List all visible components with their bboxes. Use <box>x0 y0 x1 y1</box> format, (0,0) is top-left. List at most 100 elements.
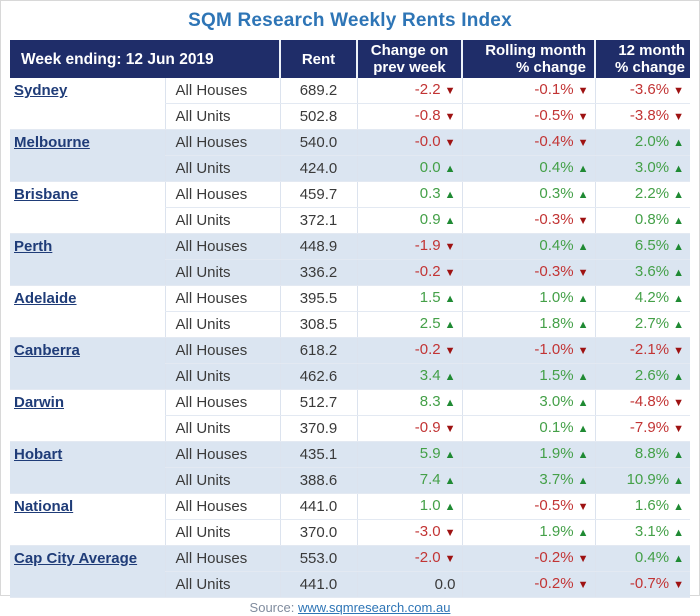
city-link[interactable]: Hobart <box>14 446 63 463</box>
value-text: 1.5 <box>419 289 441 306</box>
change-value-cell: 1.6% ▲ <box>594 493 690 520</box>
city-link[interactable]: National <box>14 498 74 515</box>
down-arrow-icon: ▼ <box>577 85 589 97</box>
value-text: 3.7% <box>539 471 574 488</box>
table-row: Brisbane All Houses 459.7 0.3 ▲ 0.3% ▲ 2.2% ▲ <box>10 181 690 234</box>
value-text: -1.0% <box>534 341 574 358</box>
change-value-cell: -0.4% ▼ <box>461 129 595 156</box>
value-text: -2.1% <box>629 341 670 358</box>
rent-cell: 308.5 <box>279 311 357 338</box>
up-arrow-icon: ▲ <box>577 397 589 409</box>
city-link[interactable]: Canberra <box>14 342 80 359</box>
header-change-prev-week: Change on prev week <box>356 40 462 78</box>
table-row: Canberra All Houses 618.2 -0.2 ▼ -1.0% ▼ -2.1% ▼ <box>10 337 690 390</box>
city-cell: Cap City Average <box>10 545 165 598</box>
city-link[interactable]: Sydney <box>14 82 68 99</box>
table-row: All Units 462.6 3.4 ▲ 1.5% ▲ 2.6% ▲ <box>10 363 690 390</box>
value-text: 0.4% <box>539 159 574 176</box>
value-text: 2.6% <box>634 367 670 384</box>
table-row: National All Houses 441.0 1.0 ▲ -0.5% ▼ 1.6% ▲ <box>10 493 690 546</box>
up-arrow-icon: ▲ <box>444 189 456 201</box>
rent-cell: 553.0 <box>279 545 357 572</box>
value-text: -2.0 <box>414 549 441 566</box>
change-value-cell: -2.1% ▼ <box>594 337 690 364</box>
cell-text: 512.7 <box>299 393 338 411</box>
rent-cell: 336.2 <box>279 259 357 286</box>
city-link[interactable]: Adelaide <box>14 290 77 307</box>
value-text: 2.0% <box>634 133 670 150</box>
city-link[interactable]: Perth <box>14 238 53 255</box>
city-link[interactable]: Melbourne <box>14 134 90 151</box>
change-value-cell: 0.8% ▲ <box>594 207 690 234</box>
up-arrow-icon: ▲ <box>673 241 684 253</box>
cell-text: All Houses <box>175 393 248 411</box>
source-label: Source: <box>249 600 295 615</box>
up-arrow-icon: ▲ <box>577 449 589 461</box>
rent-cell: 370.9 <box>279 415 357 442</box>
table-row: Cap City Average All Houses 553.0 -2.0 ▼ -0.2… <box>10 545 690 598</box>
value-text: 1.8% <box>539 315 574 332</box>
table-row: Melbourne All Houses 540.0 -0.0 ▼ -0.4% ▼ 2.0% ▲ <box>10 129 690 182</box>
value-text: -0.9 <box>414 419 441 436</box>
up-arrow-icon: ▲ <box>444 501 456 513</box>
city-link[interactable]: Darwin <box>14 394 65 411</box>
change-value-cell: -3.8% ▼ <box>594 103 690 130</box>
up-arrow-icon: ▲ <box>577 241 589 253</box>
report-title: SQM Research Weekly Rents Index <box>188 10 512 31</box>
change-value-cell: -1.0% ▼ <box>461 337 595 364</box>
rent-cell: 370.0 <box>279 519 357 546</box>
up-arrow-icon: ▲ <box>577 527 589 539</box>
change-value-cell: -3.6% ▼ <box>594 78 690 104</box>
dwelling-type-cell: All Units <box>164 259 280 286</box>
table-row: Adelaide All Houses 395.5 1.5 ▲ 1.0% ▲ 4.2% ▲ <box>10 285 690 338</box>
cell-text: 424.0 <box>299 159 338 177</box>
change-value-cell: 3.0% ▲ <box>594 155 690 182</box>
value-text: -0.2% <box>534 549 574 566</box>
value-text: 1.6% <box>634 497 670 514</box>
value-text: -7.9% <box>629 419 670 436</box>
change-value-cell: -0.2% ▼ <box>461 571 595 598</box>
table-row: All Units 441.0 0.0 -0.2% ▼ -0.7% ▼ <box>10 571 690 598</box>
dwelling-type-cell: All Units <box>164 311 280 338</box>
source-link[interactable]: www.sqmresearch.com.au <box>297 600 451 615</box>
cell-text: 395.5 <box>299 289 338 307</box>
dwelling-type-cell: All Units <box>164 207 280 234</box>
dwelling-type-cell: All Houses <box>164 441 280 468</box>
value-text: -0.2 <box>414 341 441 358</box>
city-link[interactable]: Brisbane <box>14 186 79 203</box>
cell-text: All Houses <box>175 497 248 515</box>
cell-text: 308.5 <box>299 315 338 333</box>
change-value-cell: 1.9% ▲ <box>461 441 595 468</box>
change-value-cell: 0.4% ▲ <box>461 233 595 260</box>
down-arrow-icon: ▼ <box>673 85 684 97</box>
cell-text: 540.0 <box>299 133 338 151</box>
city-link[interactable]: Cap City Average <box>14 550 138 567</box>
city-cell: National <box>10 493 165 546</box>
cell-text: All Houses <box>175 341 248 359</box>
cell-text: All Houses <box>175 289 248 307</box>
cell-text: All Units <box>175 471 231 489</box>
down-arrow-icon: ▼ <box>577 553 589 565</box>
value-text: 1.5% <box>539 367 574 384</box>
value-text: 0.3 <box>419 185 441 202</box>
table-row: All Units 336.2 -0.2 ▼ -0.3% ▼ 3.6% ▲ <box>10 259 690 286</box>
up-arrow-icon: ▲ <box>444 293 456 305</box>
up-arrow-icon: ▲ <box>577 293 589 305</box>
change-value-cell: 2.0% ▲ <box>594 129 690 156</box>
city-cell: Canberra <box>10 337 165 390</box>
value-text: 0.1% <box>539 419 574 436</box>
dwelling-type-cell: All Units <box>164 571 280 598</box>
down-arrow-icon: ▼ <box>444 553 456 565</box>
change-value-cell: -0.2 ▼ <box>356 337 462 364</box>
value-text: 2.5 <box>419 315 441 332</box>
value-text: 0.4% <box>634 549 670 566</box>
change-value-cell: 0.3 ▲ <box>356 181 462 208</box>
cell-text: 435.1 <box>299 445 338 463</box>
value-text: 0.0 <box>419 159 441 176</box>
down-arrow-icon: ▼ <box>444 137 456 149</box>
value-text: 3.4 <box>419 367 441 384</box>
change-value-cell: 0.4% ▲ <box>461 155 595 182</box>
cell-text: 553.0 <box>299 549 338 567</box>
table-row: All Units 388.6 7.4 ▲ 3.7% ▲ 10.9% ▲ <box>10 467 690 494</box>
change-value-cell: -4.8% ▼ <box>594 389 690 416</box>
